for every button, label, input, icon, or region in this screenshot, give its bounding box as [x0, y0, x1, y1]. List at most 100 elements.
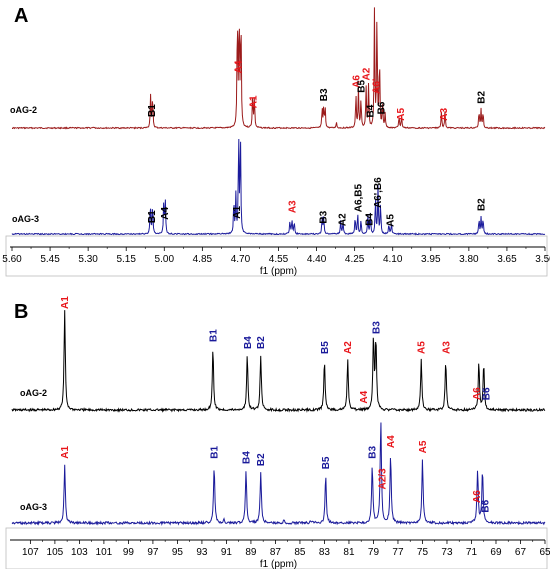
peak-label: A5	[418, 440, 429, 453]
x-tick-label: 5.45	[40, 254, 60, 265]
peak-label: B6	[480, 499, 491, 512]
x-tick-label: 87	[270, 547, 282, 558]
peak-label: B3	[368, 445, 379, 458]
peak-label: A5	[386, 214, 397, 227]
x-tick-label: 4.25	[345, 254, 365, 265]
x-tick-label: 97	[147, 547, 159, 558]
peak-label: B2	[477, 198, 488, 211]
peak-label: A4	[359, 390, 370, 403]
peak-label: A1	[60, 296, 71, 309]
x-tick-label: 4.85	[193, 254, 213, 265]
axis-frame	[5, 527, 548, 569]
x-tick-label: 101	[96, 547, 113, 558]
peak-label: B3	[371, 321, 382, 334]
axis-frame	[5, 235, 548, 277]
peak-label: A2	[337, 213, 348, 226]
x-tick-label: 99	[123, 547, 135, 558]
peak-label: B1	[208, 329, 219, 342]
peak-label: A3	[441, 341, 452, 354]
peak-label: A1	[60, 445, 71, 458]
peak-label: A2	[343, 341, 354, 354]
x-tick-label: 5.00	[155, 254, 175, 265]
peak-label: B4	[242, 451, 253, 464]
peak-label: A6	[472, 490, 483, 503]
x-tick-label: 79	[368, 547, 380, 558]
x-tick-label: 67	[515, 547, 527, 558]
panel-b: B 107 105 103 101 99 97 95 93 91 89 87 85 83 81 79 77 75 7…	[5, 296, 550, 569]
panel-label-a: A	[14, 5, 28, 27]
series-label: oAG-3	[12, 214, 39, 224]
x-tick-label: 5.15	[116, 254, 136, 265]
x-tick-label: 3.80	[459, 254, 479, 265]
x-tick-label: 89	[245, 547, 257, 558]
peak-label: B1	[210, 445, 221, 458]
x-tick-label: 65	[539, 547, 550, 558]
peak-label: B2	[256, 336, 267, 349]
x-tick-label: 3.65	[497, 254, 517, 265]
x-tick-label: 3.50	[535, 254, 550, 265]
spectrum-oag-2	[11, 310, 546, 413]
x-tick-label: 5.60	[2, 254, 22, 265]
x-tick-label: 75	[417, 547, 429, 558]
x-tick-label: 85	[294, 547, 306, 558]
panel-a: A 5.60 5.45 5.30 5.15 5.00 4.85 4.70 4.55 4.40 4.2…	[2, 5, 550, 277]
series-label: oAG-2	[20, 388, 47, 398]
peak-label: A6'	[372, 79, 383, 94]
x-tick-label: 103	[71, 547, 88, 558]
spectrum-oag-3	[11, 138, 546, 236]
peak-label: B5	[320, 341, 331, 354]
peak-label: A1	[232, 206, 243, 219]
x-tick-label: 105	[47, 547, 64, 558]
x-tick-label: 4.55	[269, 254, 289, 265]
peak-label: B2	[477, 90, 488, 103]
peak-label: A1	[249, 95, 260, 108]
panel-label-b: B	[14, 301, 28, 323]
x-tick-label: 83	[319, 547, 331, 558]
peak-label: B3	[318, 210, 329, 223]
peak-label: A5	[396, 108, 407, 121]
x-tick-label: 93	[196, 547, 208, 558]
x-tick-label: 69	[490, 547, 502, 558]
x-axis-label: f1 (ppm)	[260, 559, 297, 569]
x-tick-label: 107	[22, 547, 39, 558]
x-tick-label: 4.70	[231, 254, 251, 265]
x-tick-label: 5.30	[78, 254, 98, 265]
peak-label: B4	[365, 213, 376, 226]
x-tick-label: 95	[172, 547, 184, 558]
x-tick-label: 91	[221, 547, 233, 558]
peak-label: A4	[160, 207, 171, 220]
x-tick-label: 4.10	[383, 254, 403, 265]
peak-label: B3	[319, 88, 330, 101]
x-tick-label: 81	[343, 547, 355, 558]
peak-label: B1	[147, 210, 158, 223]
peak-label: A4	[233, 60, 244, 73]
x-tick-label: 4.40	[307, 254, 327, 265]
peak-label: B6	[482, 387, 493, 400]
peak-label: B1	[147, 104, 158, 117]
peak-label: B5	[321, 456, 332, 469]
peak-label: A6',B6	[373, 177, 384, 208]
x-tick-label: 73	[441, 547, 453, 558]
series-label: oAG-3	[20, 502, 47, 512]
x-tick-label: 3.95	[421, 254, 441, 265]
peak-label: A6	[472, 387, 483, 400]
x-axis-label: f1 (ppm)	[260, 266, 297, 277]
spectrum-oag-2	[11, 7, 546, 130]
x-tick-label: 71	[466, 547, 478, 558]
peak-label: A3	[439, 108, 450, 121]
series-label: oAG-2	[10, 105, 37, 115]
peak-label: A3	[287, 200, 298, 213]
peak-label: B4	[365, 104, 376, 117]
peak-label: B2	[256, 453, 267, 466]
peak-label: B4	[243, 336, 254, 349]
peak-label: A5	[417, 341, 428, 354]
x-tick-label: 77	[392, 547, 404, 558]
peak-label: A2	[362, 67, 373, 80]
peak-label: A6	[351, 75, 362, 88]
spectrum-oag-3	[11, 422, 546, 526]
peak-label: B5	[356, 79, 367, 92]
peak-label: A6,B5	[353, 183, 364, 212]
peak-label: B6	[376, 101, 387, 114]
peak-label: A2/3	[378, 468, 389, 490]
